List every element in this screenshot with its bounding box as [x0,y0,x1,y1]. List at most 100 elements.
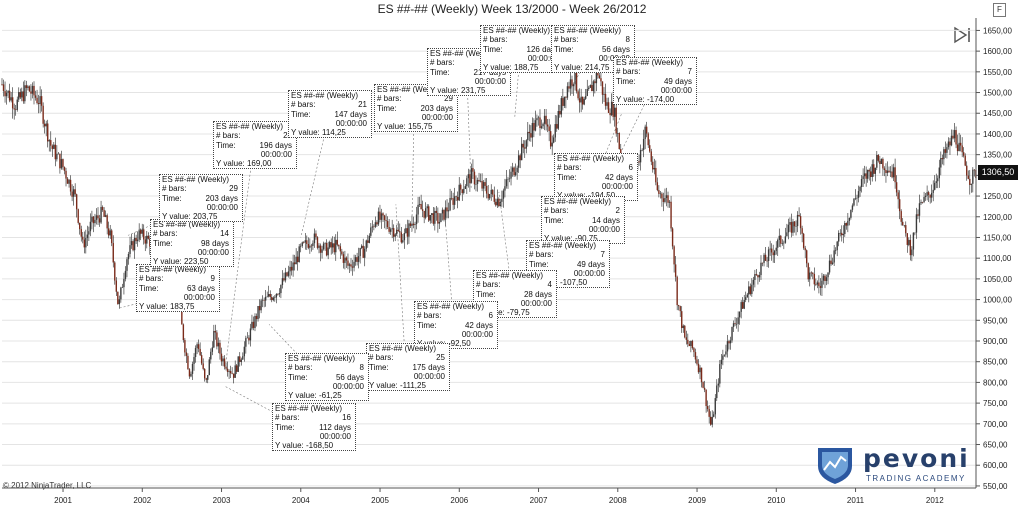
candle-body [653,167,656,170]
bars-label: # bars: [529,250,554,260]
swing-annotation-box[interactable]: ES ##-## (Weekly) # bars: 7 Time: 49 days 00:… [613,57,697,106]
candle-body [455,196,457,198]
candle-body [886,170,889,173]
candle-body [819,286,822,288]
candle-body [197,344,200,349]
candle-body [877,154,880,161]
candle-body [607,102,610,113]
candle-body [196,344,198,349]
candle-body [31,85,34,94]
candle-body [964,155,966,166]
annotation-label: ES ##-## (Weekly) [554,26,621,35]
candle-body [836,241,838,251]
candle-body [732,323,735,327]
candle-body [464,186,467,189]
candle-body [121,287,124,288]
swing-annotation-box[interactable]: ES ##-## (Weekly) # bars: 21 Time: 147 days 0… [288,90,372,139]
candle-body [702,382,704,388]
candle-body [539,117,541,129]
time-label: Time: [483,44,503,54]
bars-label: # bars: [417,311,442,321]
candle-body [490,189,492,195]
candle-body [248,337,250,341]
candle-body [580,96,582,103]
candle-body [841,232,843,236]
swing-annotation-box[interactable]: ES ##-## (Weekly) # bars: 14 Time: 98 days 00… [150,219,234,268]
candle-body [21,91,23,98]
candle-body [293,262,296,265]
candle-body [542,123,544,127]
candle-body [187,355,189,370]
annotation-label: ES ##-## (Weekly) [377,85,444,94]
candle-body [426,206,428,209]
candle-body [339,246,342,252]
candle-body [828,260,831,273]
annotation-clock: 00:00:00 [206,202,238,212]
candle-body [870,171,872,178]
candle-body [365,240,367,249]
annotation-clock: 00:00:00 [197,247,229,257]
candle-body [792,221,794,233]
annotation-leader [444,216,455,332]
candle-body [275,293,278,298]
candle-body [261,299,264,301]
swing-annotation-box[interactable]: ES ##-## (Weekly) # bars: 16 Time: 112 days 0… [272,403,356,452]
candle-body [287,271,290,276]
candle-body [914,232,916,234]
candle-body [563,96,566,106]
annotation-label: ES ##-## (Weekly) [476,271,543,280]
candle-body [594,81,596,84]
candle-body [438,221,441,224]
annotation-bars: 21 [358,100,367,110]
candle-body [80,229,82,237]
candle-body [588,87,590,90]
candle-body [874,167,876,174]
candle-body [138,229,140,240]
candle-body [30,91,32,94]
swing-annotation-box[interactable]: ES ##-## (Weekly)# bars: 28 Time: 196 days0… [213,121,297,170]
candle-body [871,164,873,178]
x-axis: 2001 2002 2003 2004 2005 2006 2007 2008 2009 2010… [2,487,976,505]
candle-body [609,112,611,116]
candle-body [13,108,15,110]
candle-body [859,186,861,192]
candle-body [847,220,849,226]
candle-body [345,257,348,261]
candle-body [245,338,247,347]
y-tick-label: 550,00 [983,482,1008,491]
candle-body [214,330,217,333]
candle-body [449,197,451,211]
swing-annotation-box[interactable]: ES ##-## (Weekly) # bars: 2 Time: 14 days 00:… [541,196,625,245]
swing-annotation-box[interactable]: ES ##-## (Weekly) # bars: 9 Time: 63 days 00:… [136,264,220,313]
candle-body [705,389,707,407]
candle-body [461,189,463,194]
candle-body [434,210,436,224]
candle-body [414,224,416,226]
y-axis: 550,00 600,00 650,00 700,00 750,00 800,00 850,… [975,18,1012,491]
candle-body [10,97,12,101]
bars-label: # bars: [288,363,313,373]
candle-body [104,215,107,217]
candle-body [431,213,433,215]
candle-body [923,196,925,202]
candle-body [504,186,506,191]
candle-body [571,79,573,87]
swing-annotation-box[interactable]: ES ##-## (Weekly) # bars: 25 Time: 175 days 0… [366,343,450,392]
swing-annotation-box[interactable]: ES ##-## (Weekly) # bars: 29 Time: 203 days 0… [159,174,243,223]
candle-body [278,293,281,295]
candle-body [75,194,78,210]
candle-body [745,297,747,300]
candle-body [341,251,343,255]
candle-body [796,214,799,227]
panel-toggle-button[interactable]: F [993,3,1006,17]
annotation-time: 14 days [591,215,620,225]
candle-body [755,274,758,276]
candle-body [330,242,332,248]
candle-body [336,239,338,245]
time-label: Time: [430,67,450,77]
candle-body [764,254,767,261]
candle-body [193,357,195,364]
candle-body [879,160,881,165]
swing-annotation-box[interactable]: ES ##-## (Weekly) # bars: 6 Time: 42 days 00:… [554,153,638,202]
